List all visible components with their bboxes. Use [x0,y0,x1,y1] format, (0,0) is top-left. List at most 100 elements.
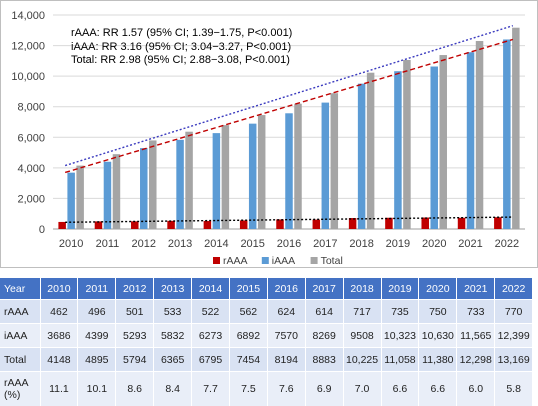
table-cell: 624 [267,300,305,324]
table-cell: 8269 [305,324,343,348]
table-cell: 522 [192,300,230,324]
table-cell: 750 [419,300,457,324]
table-cell: 7.7 [192,372,230,406]
bar-iaaa [140,148,148,229]
bar-total [512,28,520,229]
table-cell: 11,058 [381,348,419,372]
table-row-label: rAAA(%) [0,372,40,406]
bar-total [403,60,411,229]
table-cell: 11,565 [457,324,495,348]
y-tick-label: 4,000 [17,163,45,175]
table-header-cell: 2016 [267,278,305,300]
table-cell: 6795 [192,348,230,372]
x-tick-label: 2017 [313,238,337,250]
bar-raaa [421,218,429,229]
table-cell: 10,323 [381,324,419,348]
y-tick-label: 8,000 [17,102,45,114]
table-cell: 7.6 [267,372,305,406]
bar-total [367,73,375,229]
table-cell: 6365 [154,348,192,372]
annotation-iaaa: iAAA: RR 3.16 (95% CI; 3.04−3.27, P<0.00… [71,41,291,53]
x-tick-label: 2019 [386,238,410,250]
bar-iaaa [285,113,293,229]
table-cell: 496 [78,300,116,324]
table-cell: 11.1 [40,372,78,406]
x-tick-label: 2021 [458,238,482,250]
table-cell: 8194 [267,348,305,372]
x-tick-label: 2018 [349,238,373,250]
bar-raaa [167,221,175,229]
row-label-line: rAAA [4,377,40,389]
table-cell: 5832 [154,324,192,348]
x-tick-label: 2022 [495,238,519,250]
table-cell: 3686 [40,324,78,348]
table-cell: 9508 [343,324,381,348]
legend-swatch-total [311,257,318,264]
legend-swatch-raaa [213,257,220,264]
bar-raaa [349,218,357,229]
bar-raaa [458,218,466,229]
table-cell: 11,380 [419,348,457,372]
bar-total [258,115,266,229]
table-row-label: iAAA [0,324,40,348]
table-row-label: Total [0,348,40,372]
table-cell: 4895 [78,348,116,372]
table-header-cell: 2014 [192,278,230,300]
table-header-cell: 2015 [229,278,267,300]
table-cell: 614 [305,300,343,324]
bar-iaaa [67,173,75,229]
table-cell: 735 [381,300,419,324]
bar-raaa [313,220,321,229]
y-tick-label: 10,000 [11,71,45,83]
table-header-cell: 2011 [78,278,116,300]
x-tick-label: 2015 [240,238,264,250]
y-tick-label: 12,000 [11,41,45,53]
table-header-cell: 2017 [305,278,343,300]
table-header-cell: 2020 [419,278,457,300]
bar-raaa [494,217,502,229]
bar-raaa [204,221,212,229]
table-cell: 717 [343,300,381,324]
table-cell: 770 [495,300,533,324]
bar-total [185,132,193,229]
y-tick-label: 14,000 [11,10,45,22]
table-cell: 6892 [229,324,267,348]
table-cell: 8.6 [116,372,154,406]
bar-total [439,55,447,229]
table-cell: 462 [40,300,78,324]
table-cell: 562 [229,300,267,324]
bar-iaaa [467,52,475,229]
bar-raaa [385,218,393,229]
bar-raaa [131,221,139,229]
table-cell: 4148 [40,348,78,372]
table-cell: 8.4 [154,372,192,406]
table-row-label: rAAA [0,300,40,324]
table-cell: 5.8 [495,372,533,406]
x-tick-label: 2010 [59,238,83,250]
table-cell: 12,298 [457,348,495,372]
chart-panel: 0 2,000 4,000 6,000 8,000 10,000 12,000 14,000 2… [0,0,538,268]
bar-raaa [58,222,66,229]
y-tick-label: 6,000 [17,132,45,144]
table-cell: 12,399 [495,324,533,348]
table-header-year: Year [0,278,40,300]
table-cell: 6.0 [457,372,495,406]
x-tick-label: 2012 [132,238,156,250]
table-cell: 4399 [78,324,116,348]
table-header-cell: 2018 [343,278,381,300]
table-cell: 6.6 [419,372,457,406]
row-label-line: (%) [4,389,40,401]
bar-total [149,140,157,229]
table-cell: 10,225 [343,348,381,372]
table-cell: 7570 [267,324,305,348]
table-cell: 5293 [116,324,154,348]
table-cell: 7454 [229,348,267,372]
table-cell: 6273 [192,324,230,348]
y-tick-label: 2,000 [17,193,45,205]
y-tick-label: 0 [39,224,45,236]
legend-label-total: Total [321,255,343,267]
